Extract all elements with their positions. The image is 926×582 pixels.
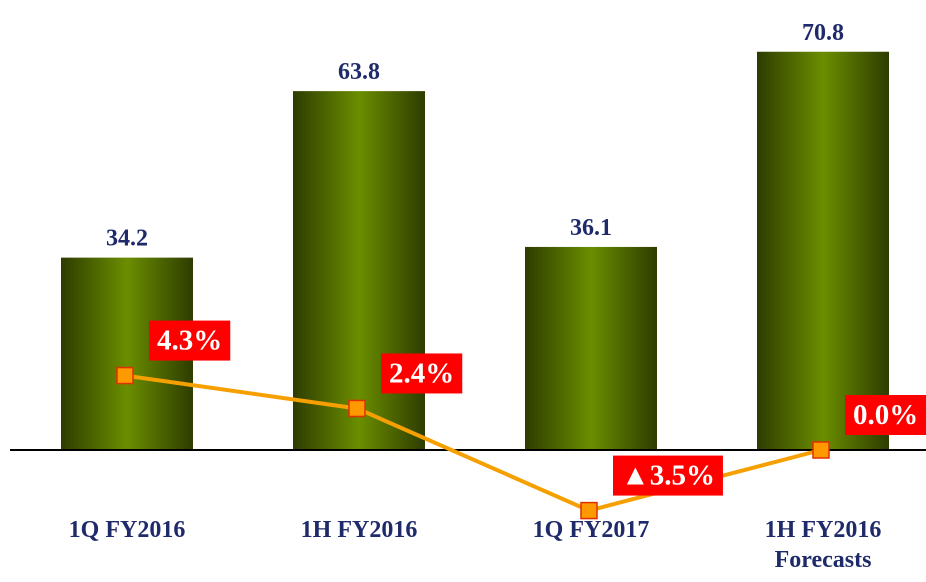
value-label: 63.8 [338, 59, 380, 85]
value-label-box [149, 320, 231, 361]
x-tick-label: 1Q FY2017 [532, 517, 650, 543]
value-label-box [845, 395, 926, 435]
value-label: 0.0% [853, 399, 918, 431]
line-marker [116, 366, 134, 385]
x-tick-label: 1Q FY2016 [68, 517, 186, 543]
value-label-box [381, 353, 463, 394]
value-label-box [613, 455, 723, 496]
value-label: 4.3% [157, 325, 222, 357]
value-label: ▲3.5% [621, 460, 715, 492]
line-marker [580, 501, 598, 520]
value-label: 34.2 [106, 226, 148, 252]
x-tick-label: 1H FY2016 Forecasts [764, 517, 882, 573]
x-tick-label: 1H FY2016 [300, 517, 418, 543]
value-label: 2.4% [389, 357, 454, 389]
value-label: 36.1 [570, 215, 612, 241]
line-marker [812, 441, 830, 459]
line-marker [348, 399, 366, 418]
value-label: 70.8 [802, 20, 844, 46]
bar [757, 51, 889, 450]
bar [293, 91, 425, 450]
bar [525, 246, 657, 450]
